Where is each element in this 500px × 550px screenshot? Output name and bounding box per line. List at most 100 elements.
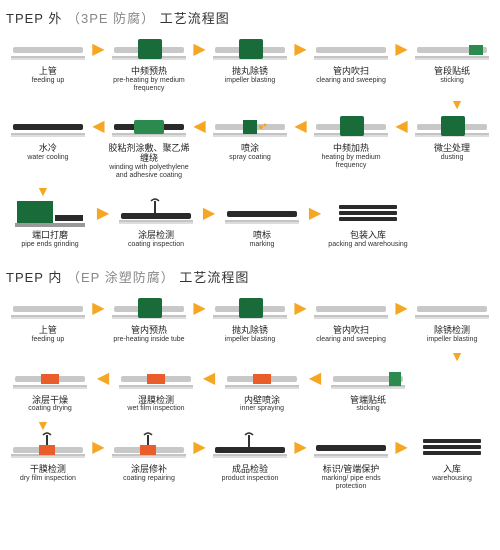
step-label-en: dry film inspection [20, 475, 76, 483]
step-label-en: water cooling [27, 154, 68, 162]
step-label-en: heating by medium frequency [309, 154, 393, 169]
process-step: 标识/管端保护 marking/ pipe ends protection [309, 431, 393, 490]
step-label-en: feeding up [32, 336, 65, 344]
process-step: 除锈检测 impeller blasting [410, 292, 494, 344]
step-label-cn: 内壁喷涂 [244, 396, 280, 406]
step-icon [312, 110, 390, 142]
process-step: 抛丸除锈 impeller blasting [208, 292, 292, 344]
step-label-cn: 干膜检测 [30, 465, 66, 475]
step-label-cn: 标识/管端保护 [323, 465, 380, 475]
step-label-cn: 涂层修补 [131, 465, 167, 475]
flow-arrow-icon: ◀ [94, 362, 112, 394]
title-prefix: TPEP 内 [6, 270, 62, 285]
step-label-cn: 水冷 [39, 144, 57, 154]
flow-arrow-down-icon: ▼ [6, 96, 494, 110]
step-icon [413, 110, 491, 142]
step-label-cn: 涂层干燥 [32, 396, 68, 406]
step-icon [312, 431, 390, 463]
step-label-en: marking/ pipe ends protection [309, 475, 393, 490]
step-label-cn: 管内吹扫 [333, 326, 369, 336]
step-label-en: sticking [440, 77, 463, 85]
step-label-en: pre-heating inside tube [113, 336, 184, 344]
step-label-cn: 微尘处理 [434, 144, 470, 154]
step-label-cn: 抛丸除锈 [232, 67, 268, 77]
flow-arrow-icon: ▶ [90, 431, 107, 463]
step-icon [110, 292, 188, 324]
step-label-en: pipe ends grinding [21, 241, 78, 249]
flow-arrow-icon: ▶ [393, 33, 410, 65]
step-icon [110, 110, 188, 142]
process-step: 管内吹扫 clearing and sweeping [309, 292, 393, 344]
process-row: 上管 feeding up▶ 中频预热 pre-heating by mediu… [6, 33, 494, 92]
step-icon [211, 33, 289, 65]
flow-arrow-icon: ▶ [292, 292, 309, 324]
flow-arrow-icon: ◀ [292, 110, 309, 142]
step-label-cn: 成品检验 [232, 465, 268, 475]
step-label-cn: 管内预热 [131, 326, 167, 336]
process-step: 上管 feeding up [6, 33, 90, 85]
step-icon [9, 431, 87, 463]
process-step: 喷标 marking [218, 197, 306, 249]
flow-arrow-icon: ▶ [393, 292, 410, 324]
step-icon [413, 292, 491, 324]
step-label-en: warehousing [432, 475, 472, 483]
flow-arrow-icon: ▶ [90, 292, 107, 324]
process-step: 涂层干燥 coating drying [6, 362, 94, 414]
process-step: 微尘处理 dusting [410, 110, 494, 162]
title-suffix: 工艺流程图 [160, 11, 230, 26]
step-label-en: coating drying [28, 405, 72, 413]
flow-arrow-icon: ▶ [200, 197, 218, 229]
process-diagram: TPEP 外 （3PE 防腐） 工艺流程图 上管 feeding up▶ 中频预… [0, 0, 500, 502]
section2-title: TPEP 内 （EP 涂塑防腐） 工艺流程图 [6, 267, 494, 286]
step-label-en: coating repairing [123, 475, 175, 483]
process-step: 中频预热 pre-heating by medium frequency [107, 33, 191, 92]
step-label-cn: 端口打磨 [32, 231, 68, 241]
step-label-cn: 湿膜检测 [138, 396, 174, 406]
step-icon [11, 362, 89, 394]
step-label-en: clearing and sweeping [316, 77, 386, 85]
section1-rows: 上管 feeding up▶ 中频预热 pre-heating by mediu… [6, 33, 494, 249]
step-icon [211, 431, 289, 463]
process-step: 上管 feeding up [6, 292, 90, 344]
step-label-en: impeller blasting [225, 77, 276, 85]
step-label-en: inner spraying [240, 405, 284, 413]
process-step: 湿膜检测 wet film inspection [112, 362, 200, 414]
step-label-cn: 上管 [39, 326, 57, 336]
process-step: 涂层检测 coating inspection [112, 197, 200, 249]
flow-arrow-icon: ▶ [393, 431, 410, 463]
step-label-cn: 抛丸除锈 [232, 326, 268, 336]
step-icon [9, 110, 87, 142]
step-icon [117, 197, 195, 229]
step-label-en: wet film inspection [127, 405, 184, 413]
process-step: 中频加热 heating by medium frequency [309, 110, 393, 169]
process-row: 涂层干燥 coating drying◀ 湿膜检测 wet film inspe… [6, 362, 494, 414]
process-step: 抛丸除锈 impeller blasting [208, 33, 292, 85]
process-step: 成品检验 product inspection [208, 431, 292, 483]
step-icon [110, 431, 188, 463]
step-label-en: packing and warehousing [328, 241, 407, 249]
process-step: 内壁喷涂 inner spraying [218, 362, 306, 414]
flow-arrow-down-icon: ▼ [6, 417, 494, 431]
step-label-en: impeller blasting [225, 336, 276, 344]
process-row: 端口打磨 pipe ends grinding ▶ 涂层检测 coating in… [6, 197, 494, 249]
step-label-cn: 上管 [39, 67, 57, 77]
step-icon [223, 197, 301, 229]
flow-arrow-icon: ▶ [94, 197, 112, 229]
process-step: 管端贴纸 sticking [324, 362, 412, 414]
flow-arrow-icon: ▶ [191, 431, 208, 463]
step-icon [329, 362, 407, 394]
step-icon [211, 110, 289, 142]
flow-arrow-icon: ▶ [191, 292, 208, 324]
step-icon [329, 197, 407, 229]
flow-arrow-icon: ▶ [90, 33, 107, 65]
title-paren: （3PE 防腐） [67, 11, 155, 26]
process-row: 干膜检测 dry film inspection ▶ 涂层修补 coating r… [6, 431, 494, 490]
flow-arrow-icon: ▶ [292, 431, 309, 463]
flow-arrow-icon: ▶ [306, 197, 324, 229]
step-icon [413, 33, 491, 65]
title-paren: （EP 涂塑防腐） [67, 270, 175, 285]
flow-arrow-icon: ◀ [306, 362, 324, 394]
step-label-cn: 涂层检测 [138, 231, 174, 241]
step-icon [117, 362, 195, 394]
flow-arrow-down-icon: ▼ [6, 348, 494, 362]
